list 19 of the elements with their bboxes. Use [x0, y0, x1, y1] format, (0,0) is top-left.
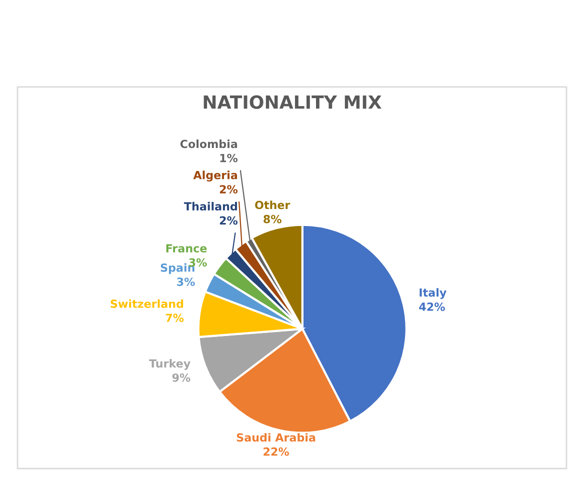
- data-label: 9%: [172, 373, 190, 382]
- data-label: 7%: [166, 314, 184, 322]
- data-label: 8%: [264, 214, 282, 224]
- data-label: 2%: [220, 216, 238, 225]
- slice-label: France: [166, 244, 207, 253]
- slice-label: Italy: [420, 288, 446, 299]
- data-label: 1%: [220, 154, 238, 162]
- chart-title: NATIONALITY MIX: [204, 95, 382, 109]
- slice-label: Saudi Arabia: [236, 433, 316, 442]
- data-label: 22%: [264, 447, 289, 456]
- slice-label: Algeria: [193, 170, 238, 182]
- slice-label: Switzerland: [110, 299, 184, 308]
- slice-label: Turkey: [149, 359, 190, 370]
- data-label: 2%: [220, 185, 238, 194]
- slice-label: Thailand: [184, 202, 237, 211]
- data-label: 42%: [419, 302, 445, 311]
- data-label: 3%: [177, 278, 195, 286]
- slice-label: Other: [255, 200, 290, 210]
- slice-label: Colombia: [180, 140, 238, 148]
